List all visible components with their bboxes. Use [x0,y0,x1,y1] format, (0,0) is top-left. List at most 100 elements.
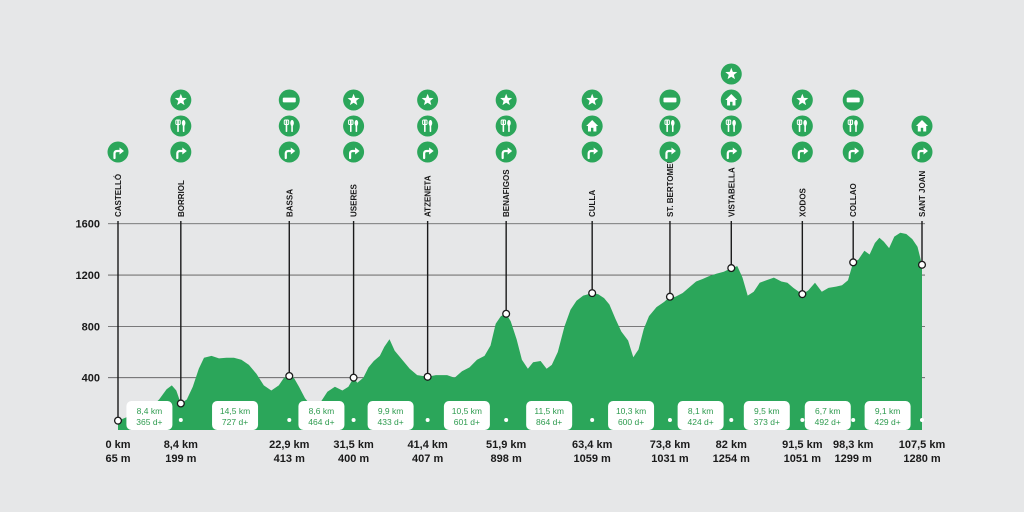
waypoint-name: ST. BERTOMEU [666,157,675,217]
waypoint-altitude: 407 m [412,453,443,465]
baseline-marker [667,418,672,422]
bar-icon [659,89,681,111]
baseline-marker [851,418,856,422]
segment-box [526,401,573,430]
y-tick-label: 400 [82,373,100,385]
waypoint-altitude: 199 m [165,453,196,465]
waypoint-altitude: 65 m [105,453,130,465]
waypoint-name: BASSA [285,189,294,217]
waypoint-km: 98,3 km [833,439,874,451]
segment-box [864,401,911,430]
house-icon [581,115,603,137]
route-icon [581,141,603,163]
route-icon [343,141,365,163]
segment-distance: 8,6 km [309,406,335,416]
waypoint-dot [285,371,294,381]
segment-distance: 14,5 km [220,406,250,416]
waypoint-icons [107,63,933,163]
waypoint-name: XODOS [798,187,807,217]
waypoint-altitude: 1059 m [574,453,612,465]
waypoint-altitude: 1299 m [835,453,873,465]
house-icon [911,115,933,137]
waypoint-dot [727,264,736,273]
segment-distance: 6,7 km [815,406,841,416]
waypoint-km: 51,9 km [486,439,527,451]
segment-gain: 433 d+ [377,417,403,427]
route-icon [842,141,864,163]
waypoint-name: CULLA [588,190,597,217]
route-icon [911,141,933,163]
waypoint-name: CASTELLÓ [114,174,123,217]
waypoint-dot [423,372,432,381]
route-icon [107,141,129,163]
star-icon [495,89,517,111]
segment-box [743,401,790,430]
waypoint-name: SANT JOAN [918,171,927,217]
waypoint-dot [917,260,927,269]
waypoint-altitude: 400 m [338,453,369,465]
food-icon [495,115,517,137]
star-icon [170,89,192,111]
segment-box [298,401,345,430]
baseline-band [118,423,922,430]
route-icon [278,141,300,163]
star-icon [581,89,603,111]
food-icon [417,115,439,137]
segment-box [212,401,259,430]
route-icon [791,141,813,163]
waypoint-km-labels: 0 km 65 m 8,4 km 199 m 22,9 km 413 m 31,5 km 40… [105,439,945,465]
segment-box [126,401,173,430]
star-icon [720,63,742,85]
segment-box [367,401,414,430]
house-icon [720,89,742,111]
waypoint-dot [849,258,858,267]
y-tick-label: 1600 [76,219,100,231]
baseline-marker [351,418,356,422]
baseline-marker [590,418,595,422]
segment-distance: 9,9 km [378,406,404,416]
waypoint-km: 31,5 km [333,439,374,451]
waypoint-altitude: 898 m [491,453,522,465]
waypoint-name: VISTABELLA [727,167,736,217]
segment-gain: 864 d+ [536,417,562,427]
waypoint-name: ATZENETA [424,175,433,217]
segment-distance: 9,1 km [875,406,901,416]
segment-box [443,401,490,430]
food-icon [170,115,192,137]
food-icon [278,115,300,137]
waypoint-dot [665,292,675,301]
segment-distance: 9,5 km [754,406,780,416]
waypoint-km: 91,5 km [782,439,823,451]
segment-gain: 601 d+ [454,417,480,427]
waypoint-altitude: 413 m [274,453,305,465]
baseline-marker [504,418,509,422]
waypoint-dot [502,309,511,318]
waypoint-altitude: 1280 m [903,453,941,465]
y-tick-label: 1200 [76,270,100,282]
segment-distance: 10,3 km [616,406,646,416]
baseline-marker [116,418,120,422]
food-icon [343,115,365,137]
baseline-marker [287,418,292,422]
route-icon [659,141,681,163]
star-icon [417,89,439,111]
elevation-area [118,232,922,430]
food-icon [659,115,681,137]
segment-gain: 464 d+ [308,417,334,427]
segment-distance: 11,5 km [534,406,564,416]
segment-gain: 600 d+ [618,417,644,427]
waypoint-km: 0 km [105,439,130,451]
segment-box [804,401,851,430]
waypoint-name: BORRIOL [177,180,186,217]
segment-gain: 365 d+ [136,417,162,427]
bar-icon [842,89,864,111]
segment-box [608,401,655,430]
segment-gain: 492 d+ [815,417,841,427]
elevation-area-fill [118,232,922,429]
waypoint-dot [588,289,597,298]
waypoint-altitude: 1254 m [713,453,751,465]
y-tick-label: 800 [82,321,100,333]
star-icon [343,89,365,111]
segment-box [677,401,724,430]
segment-gain: 373 d+ [754,417,780,427]
